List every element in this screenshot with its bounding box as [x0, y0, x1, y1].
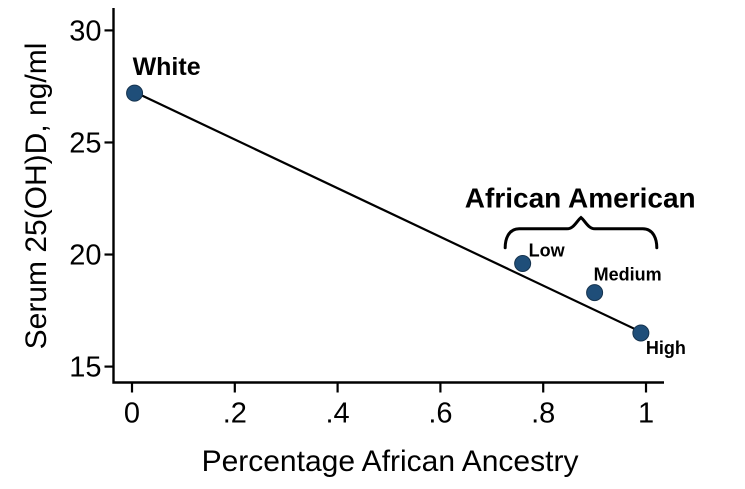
- data-marks-group: White Low Medium High: [126, 53, 686, 358]
- y-axis-title: Serum 25(OH)D, ng/ml: [20, 43, 53, 350]
- point-label: High: [646, 338, 686, 358]
- data-point-low: [514, 254, 532, 272]
- axes-group: 0 .2 .4 .6 .8 1 15 20 25 30: [69, 8, 664, 430]
- data-point-high: [632, 324, 650, 342]
- brace-annotation: [503, 215, 659, 250]
- x-tick-label: .2: [223, 398, 247, 430]
- x-tick-label: 0: [124, 398, 140, 430]
- x-tick-label: 1: [638, 398, 654, 430]
- data-point-medium: [586, 284, 604, 302]
- group-label: African American: [465, 182, 696, 213]
- data-point-white: [126, 84, 144, 102]
- y-tick-label: 15: [69, 352, 101, 384]
- x-tick-label: .6: [428, 398, 452, 430]
- annotations-group: African American: [465, 182, 696, 250]
- y-tick-label: 30: [69, 15, 101, 47]
- point-label: Low: [529, 240, 566, 260]
- axis-lines: [112, 8, 664, 384]
- x-tick-label: .4: [326, 398, 350, 430]
- x-axis-title: Percentage African Ancestry: [202, 445, 579, 478]
- y-tick-label: 20: [69, 240, 101, 272]
- y-tick-label: 25: [69, 127, 101, 159]
- trend-line: [134, 91, 642, 333]
- point-label: Medium: [594, 265, 662, 285]
- point-label: White: [133, 53, 201, 81]
- x-tick-label: .8: [531, 398, 555, 430]
